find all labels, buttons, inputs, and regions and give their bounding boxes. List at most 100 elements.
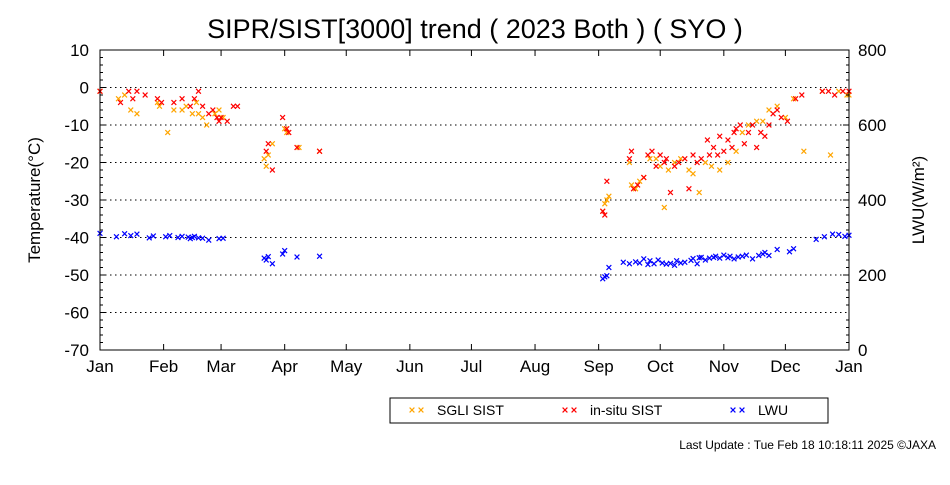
data-point xyxy=(825,88,832,95)
data-point xyxy=(657,152,664,158)
data-point xyxy=(782,114,789,121)
data-point xyxy=(813,236,819,243)
data-point xyxy=(193,99,200,106)
data-point xyxy=(778,114,785,121)
data-point xyxy=(127,107,134,113)
data-point xyxy=(230,103,237,110)
data-point xyxy=(706,152,713,158)
data-point xyxy=(774,246,781,253)
data-point xyxy=(842,233,848,240)
data-point xyxy=(766,252,772,259)
data-point xyxy=(263,148,270,155)
x-tick-label: May xyxy=(330,357,363,376)
data-point xyxy=(829,231,836,237)
data-point xyxy=(628,148,635,155)
footer-last-update: Last Update : Tue Feb 18 10:18:11 2025 ©… xyxy=(679,438,936,452)
data-point xyxy=(786,248,793,255)
data-point xyxy=(134,88,140,95)
data-point xyxy=(682,259,688,266)
data-point xyxy=(649,148,655,155)
x-tick-label: Dec xyxy=(770,357,801,376)
series-sgli-sist xyxy=(97,88,852,215)
y-tick-label-right: 600 xyxy=(858,116,886,135)
y-tick-label-left: 10 xyxy=(70,41,89,60)
data-point xyxy=(234,103,241,110)
data-point xyxy=(179,233,185,240)
data-point xyxy=(743,252,750,258)
y-axis-label-left: Temperature(°C) xyxy=(25,137,44,263)
data-point xyxy=(739,253,746,260)
data-point xyxy=(263,257,270,263)
data-point xyxy=(766,122,772,128)
data-point xyxy=(667,189,674,196)
data-point xyxy=(753,144,760,151)
data-point xyxy=(749,122,756,128)
series-in-situ-sist xyxy=(97,88,852,218)
data-point xyxy=(281,247,288,254)
x-tick-label: Jan xyxy=(835,357,862,376)
legend-marker xyxy=(418,407,424,413)
data-point xyxy=(835,231,842,238)
data-point xyxy=(686,185,692,192)
data-point xyxy=(121,230,128,237)
legend-marker xyxy=(739,407,745,413)
data-point xyxy=(279,114,286,121)
y-tick-label-right: 400 xyxy=(858,191,886,210)
data-point xyxy=(216,107,222,113)
data-point xyxy=(792,95,799,102)
data-point xyxy=(150,233,157,239)
data-point xyxy=(721,148,727,155)
data-point xyxy=(696,189,703,196)
data-point xyxy=(162,233,169,240)
x-tick-label: Apr xyxy=(271,357,298,376)
data-point xyxy=(263,163,270,170)
data-point xyxy=(704,137,711,143)
data-point xyxy=(269,167,276,173)
data-point xyxy=(220,235,226,242)
data-point xyxy=(661,204,668,211)
y-tick-label-left: -40 xyxy=(64,229,89,248)
data-point xyxy=(745,129,752,136)
data-point xyxy=(601,212,608,218)
data-point xyxy=(130,95,136,102)
data-point xyxy=(655,257,661,263)
data-point xyxy=(821,233,828,240)
x-tick-label: Oct xyxy=(647,357,674,376)
data-point xyxy=(316,148,323,155)
data-point xyxy=(690,255,696,262)
data-point xyxy=(166,232,173,239)
data-point xyxy=(659,260,666,266)
data-point xyxy=(183,103,190,110)
data-point xyxy=(134,231,140,237)
legend-box xyxy=(389,397,829,424)
data-point xyxy=(599,208,606,215)
plot-frame xyxy=(99,49,850,351)
data-point xyxy=(125,88,132,95)
data-point xyxy=(716,255,723,261)
data-point xyxy=(762,133,768,140)
data-point xyxy=(218,114,224,121)
data-point xyxy=(640,174,647,181)
data-point xyxy=(316,253,323,260)
data-point xyxy=(716,133,723,140)
data-points xyxy=(97,88,852,282)
data-point xyxy=(725,159,731,166)
data-point xyxy=(759,118,766,125)
data-point xyxy=(731,256,737,262)
data-point xyxy=(727,253,733,260)
data-point xyxy=(702,257,709,263)
data-point xyxy=(675,159,682,166)
data-point xyxy=(698,155,705,162)
series-lwu xyxy=(97,230,852,282)
data-point xyxy=(706,255,713,261)
data-point xyxy=(647,155,653,162)
y-tick-label-left: -50 xyxy=(64,266,89,285)
data-point xyxy=(214,114,220,121)
chart-title: SIPR/SIST[3000] trend ( 2023 Both ) ( SY… xyxy=(207,14,743,44)
data-point xyxy=(626,155,633,162)
data-point xyxy=(784,118,791,125)
data-point xyxy=(667,260,674,267)
data-point xyxy=(115,95,122,102)
data-point xyxy=(606,264,612,271)
data-point xyxy=(801,148,807,155)
